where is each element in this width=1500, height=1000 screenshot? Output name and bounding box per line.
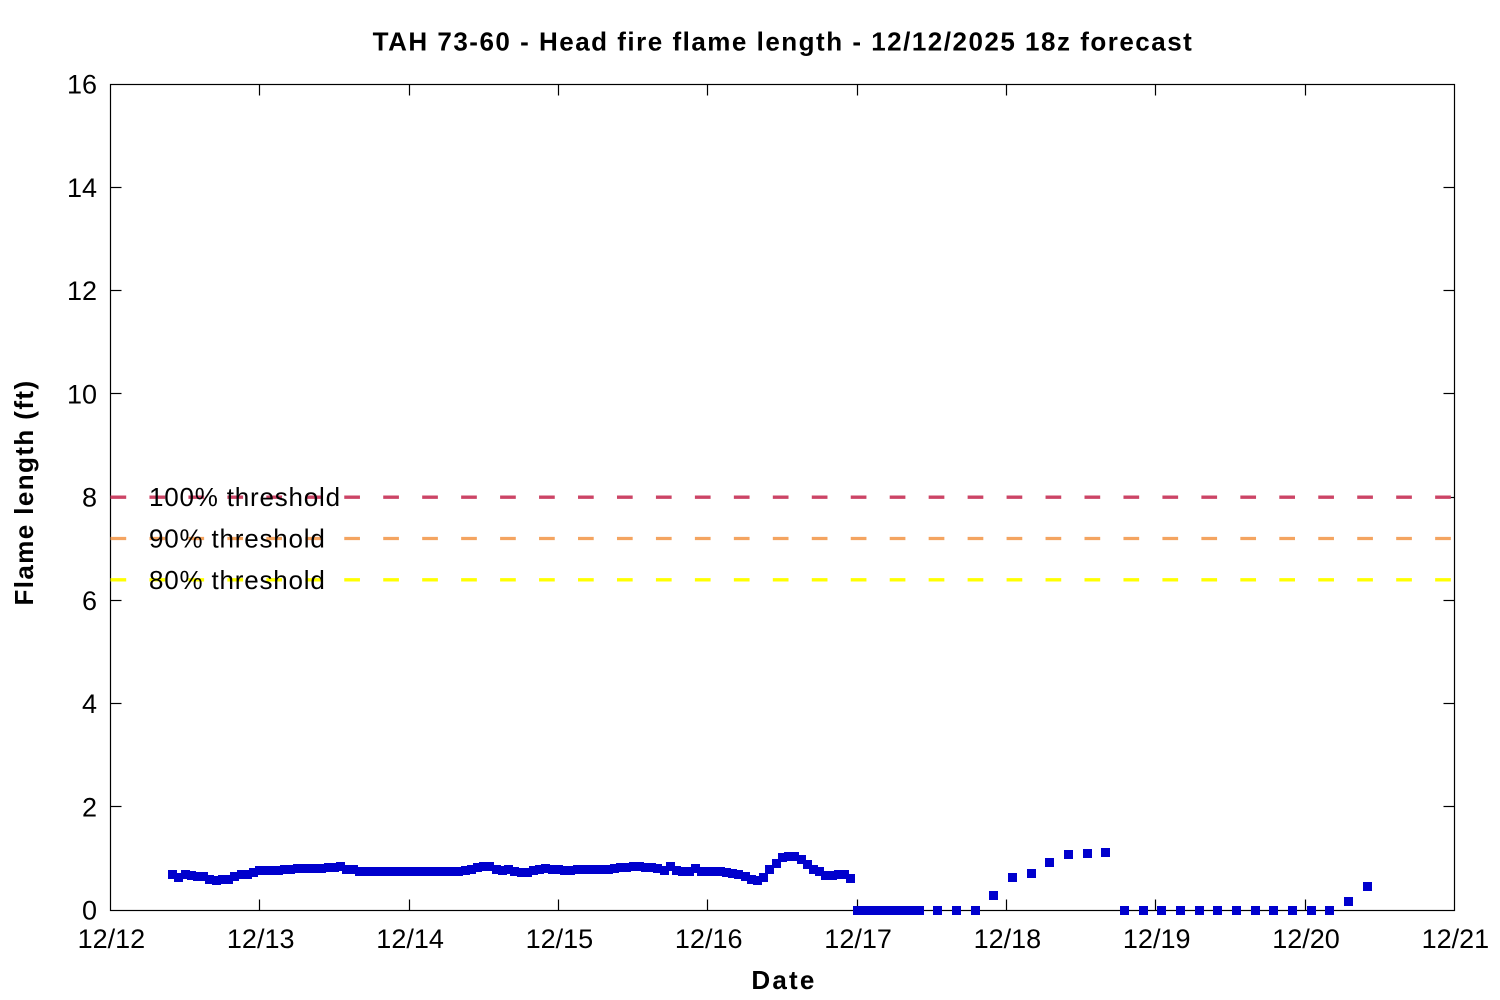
- svg-text:16: 16: [67, 70, 97, 100]
- svg-text:12/13: 12/13: [227, 924, 295, 954]
- svg-text:12/20: 12/20: [1272, 924, 1340, 954]
- svg-text:12: 12: [67, 276, 97, 306]
- svg-text:Flame length (ft): Flame length (ft): [9, 379, 39, 605]
- svg-text:12/12: 12/12: [78, 924, 146, 954]
- svg-text:12/16: 12/16: [675, 924, 743, 954]
- svg-text:6: 6: [82, 586, 97, 616]
- svg-text:TAH 73-60 - Head fire flame le: TAH 73-60 - Head fire flame length - 12/…: [373, 27, 1194, 57]
- svg-text:4: 4: [82, 689, 97, 719]
- svg-text:80% threshold: 80% threshold: [149, 565, 326, 595]
- svg-text:100% threshold: 100% threshold: [149, 482, 341, 512]
- svg-text:10: 10: [67, 380, 97, 410]
- svg-text:12/18: 12/18: [974, 924, 1042, 954]
- svg-text:Date: Date: [751, 965, 816, 995]
- svg-text:12/21: 12/21: [1422, 924, 1490, 954]
- svg-text:12/17: 12/17: [824, 924, 892, 954]
- svg-text:12/15: 12/15: [526, 924, 594, 954]
- svg-text:8: 8: [82, 483, 97, 513]
- svg-text:2: 2: [82, 793, 97, 823]
- svg-text:0: 0: [82, 896, 97, 926]
- svg-text:12/14: 12/14: [376, 924, 444, 954]
- svg-text:14: 14: [67, 173, 97, 203]
- svg-text:12/19: 12/19: [1123, 924, 1191, 954]
- svg-text:90% threshold: 90% threshold: [149, 524, 326, 554]
